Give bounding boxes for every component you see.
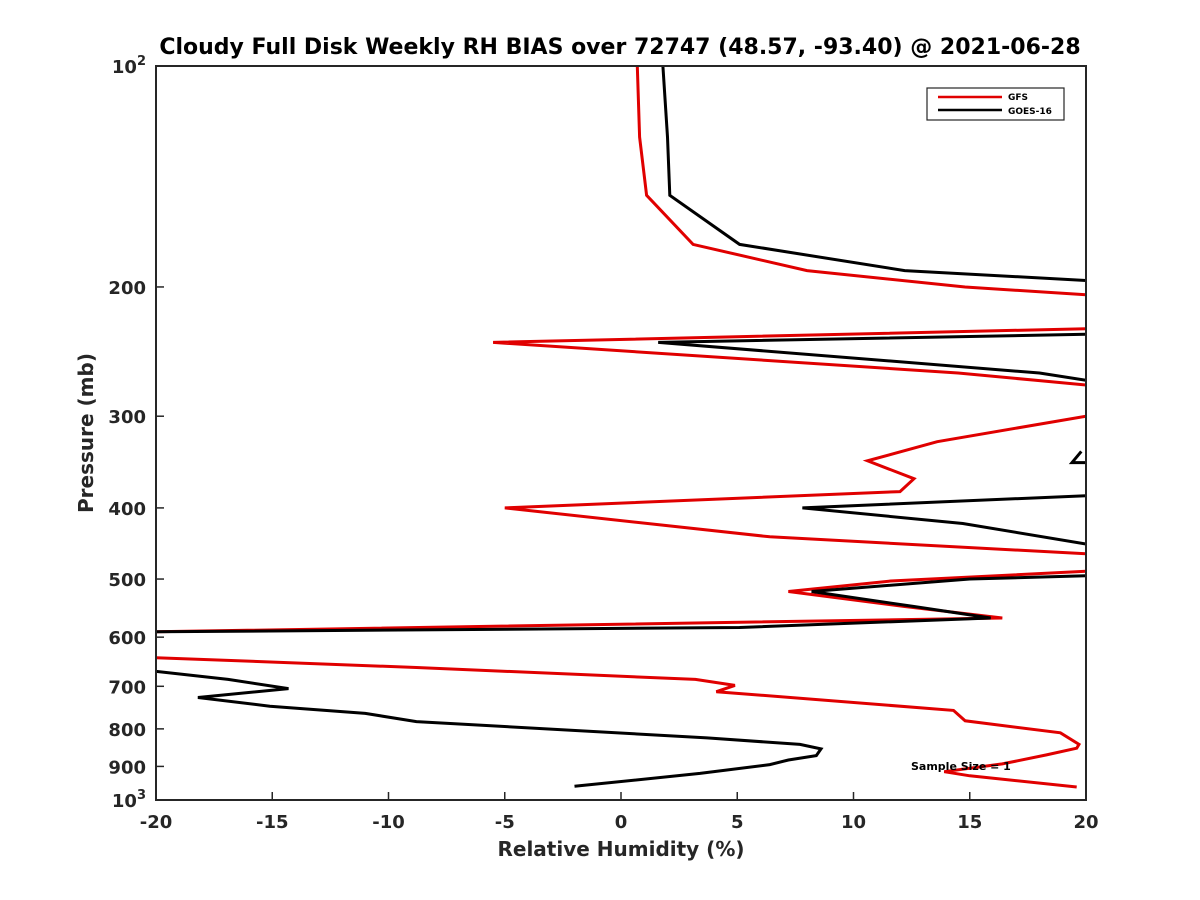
y-tick-label: 700 [108,677,146,698]
y-tick-label: 102 [112,54,146,78]
chart-title: Cloudy Full Disk Weekly RH BIAS over 727… [159,35,1080,60]
y-tick-label: 300 [108,407,146,428]
x-tick-label: -20 [140,812,173,833]
y-axis-label: Pressure (mb) [74,353,98,513]
series-line-goes16 [156,66,1086,788]
series-layer [156,66,1086,789]
x-tick-label: 20 [1073,812,1098,833]
y-tick-label: 800 [108,720,146,741]
legend-box [926,87,1065,121]
x-axis: -20 -15 -10 -5 0 5 10 15 20 [140,792,1099,833]
x-tick-label: -10 [372,812,405,833]
y-tick-label: 900 [108,757,146,778]
legend-label-gfs: GFS [1008,93,1028,103]
x-tick-label: 5 [731,812,744,833]
y-tick-label: 500 [108,570,146,591]
series-line-gfs [156,66,1086,789]
x-tick-label: 10 [841,812,866,833]
y-tick-label: 600 [108,628,146,649]
x-tick-label: -5 [495,812,515,833]
y-tick-label: 400 [108,499,146,520]
x-tick-label: -15 [256,812,289,833]
legend: GFS GOES-16 [926,87,1065,121]
legend-label-goes16: GOES-16 [1008,107,1052,117]
sample-size-annotation: Sample Size = 1 [911,760,1011,773]
y-tick-label: 103 [112,788,146,812]
x-tick-label: 15 [957,812,982,833]
x-tick-label: 0 [615,812,628,833]
y-tick-label: 200 [108,278,146,299]
y-axis: 102 200 300 400 500 600 700 800 900 103 [108,54,164,812]
x-axis-label: Relative Humidity (%) [497,837,744,861]
plot-frame [155,65,1087,801]
